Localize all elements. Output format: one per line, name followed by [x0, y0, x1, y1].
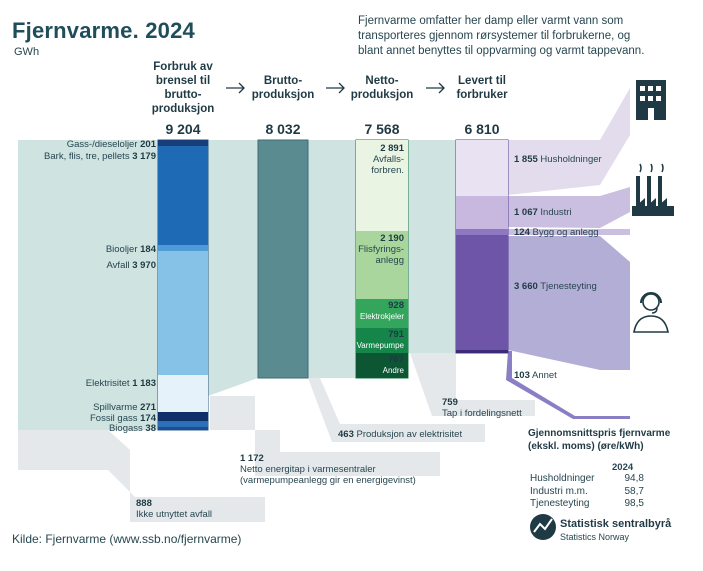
- fuel-label: Spillvarme 271: [93, 402, 156, 413]
- building-icon: [636, 80, 666, 120]
- consumer-label: 1 067 Industri: [514, 207, 572, 218]
- stage-bar-delivered: [455, 139, 509, 354]
- flow-loss-net-energy: [210, 396, 440, 476]
- consumer-label: 1 855 Husholdninger: [514, 154, 602, 165]
- flow-to-services: [508, 236, 630, 370]
- arrow-icon: [326, 82, 345, 94]
- consumer-label: 124 Bygg og anlegg: [514, 227, 599, 238]
- segment-avfallsforbrenning: [356, 140, 408, 231]
- fuel-label: Elektrisitet 1 183: [85, 378, 156, 389]
- stage-total-fuel: 9 204: [165, 121, 201, 137]
- loss-label: 463 Produksjon av elektrisitet: [338, 429, 463, 440]
- segment-fossil-gass: [158, 421, 208, 427]
- segment-avfall: [158, 251, 208, 375]
- segment-varmepumpe: [356, 328, 408, 353]
- segment-flisfyringsanlegg: [356, 231, 408, 299]
- segment-husholdninger: [456, 140, 508, 196]
- factory-icon: [632, 163, 674, 216]
- flow-fuel-to-gross: [208, 140, 258, 396]
- price-row-value: 58,7: [624, 485, 644, 497]
- fuel-label: Gass-/dieseloljer 201: [66, 139, 156, 150]
- description-text: Fjernvarme omfatter her damp eller varmt…: [358, 15, 645, 57]
- price-row-label: Industri m.m.: [530, 485, 588, 497]
- price-row-value: 94,8: [624, 473, 644, 484]
- source-text: Kilde: Fjernvarme (www.ssb.no/fjernvarme…: [12, 532, 242, 546]
- stage-header-delivered: Levert til forbruker: [456, 75, 508, 101]
- flow-fuel-input: [18, 140, 158, 430]
- segment-andre: [356, 353, 408, 378]
- table-row: Industri m.m. 58,7: [530, 486, 644, 499]
- logo-name: Statistisk sentralbyrå: [560, 518, 672, 530]
- unit-label: GWh: [14, 46, 40, 58]
- net-label: 2 190 Flisfyrings-anlegg: [358, 233, 404, 266]
- price-year: 2024: [612, 462, 634, 473]
- segment-annet: [456, 350, 508, 353]
- stage-total-net: 7 568: [364, 121, 400, 137]
- stage-header-gross: Brutto-produksjon: [251, 75, 315, 101]
- price-table: Husholdninger 94,8 Industri m.m. 58,7 Tjen…: [530, 473, 644, 511]
- table-row: Tjenesteyting 98,5: [530, 498, 644, 511]
- stage-total-delivered: 6 810: [464, 121, 500, 137]
- segment-bygg-og-anlegg: [456, 229, 508, 235]
- stage-header-fuel: Forbruk av brensel til brutto-produksjon: [151, 61, 215, 115]
- arrow-icon: [426, 82, 445, 94]
- flow-loss-unused-waste: [18, 430, 265, 522]
- fuel-label: Biooljer 184: [105, 244, 156, 255]
- net-label: 928 Elektrokjeler: [359, 300, 404, 321]
- stage-total-gross: 8 032: [265, 121, 301, 137]
- price-row-value: 98,5: [624, 498, 644, 509]
- segment-tjenesteyting: [456, 235, 508, 350]
- segment-industri: [456, 196, 508, 229]
- flow-to-households: [508, 88, 630, 195]
- segment-elektrisitet: [158, 375, 208, 412]
- stage-bar-net: [355, 139, 409, 379]
- segment-spillvarme: [158, 412, 208, 421]
- consumer-label: 103 Annet: [514, 370, 557, 381]
- flow-loss-electricity: [308, 378, 485, 442]
- consumer-label: 3 660 Tjenesteyting: [514, 281, 597, 292]
- page-title: Fjernvarme. 2024: [12, 18, 195, 43]
- stage-header-net: Netto-produksjon: [350, 75, 414, 101]
- arrow-icon: [226, 82, 245, 94]
- segment-elektrokjeler: [356, 299, 408, 328]
- service-worker-icon: [633, 292, 669, 333]
- price-title: Gjennomsnittspris fjernvarme (ekskl. mom…: [528, 428, 671, 452]
- price-row-label: Husholdninger: [530, 473, 595, 484]
- flow-to-construction: [508, 229, 630, 235]
- price-row-label: Tjenesteyting: [530, 498, 590, 509]
- logo-subtitle: Statistics Norway: [560, 532, 630, 542]
- fuel-label: Fossil gass 174: [89, 413, 156, 424]
- stage-bar-fuel: [157, 139, 209, 431]
- net-label: 2 891 Avfalls-forbren.: [371, 143, 404, 176]
- flow-loss-distribution: [410, 353, 535, 416]
- flow-gross-to-net: [308, 140, 356, 378]
- flow-to-industry: [508, 187, 630, 228]
- ssb-logo-icon: [530, 514, 556, 540]
- table-row: Husholdninger 94,8: [530, 473, 644, 486]
- loss-label: 759 Tap i fordelingsnett: [442, 397, 522, 419]
- fuel-label: Bark, flis, tre, pellets 3 179: [44, 151, 156, 162]
- segment-gass-dieseloljer: [158, 140, 208, 146]
- fuel-label: Avfall 3 970: [106, 260, 156, 271]
- segment-biogass: [158, 427, 208, 430]
- fuel-label: Biogass 38: [108, 423, 156, 434]
- loss-label: 888 Ikke utnyttet avfall: [136, 498, 213, 520]
- segment-biooljer: [158, 245, 208, 251]
- segment-bark-flis: [158, 146, 208, 245]
- net-label: 791 Varmepumpe: [356, 329, 404, 350]
- flow-net-to-delivered: [408, 140, 456, 353]
- stage-bar-gross: [257, 139, 309, 379]
- loss-label: 1 172 Netto energitap i varmesentraler (va…: [240, 453, 416, 486]
- net-label: 767 Andre: [382, 354, 404, 375]
